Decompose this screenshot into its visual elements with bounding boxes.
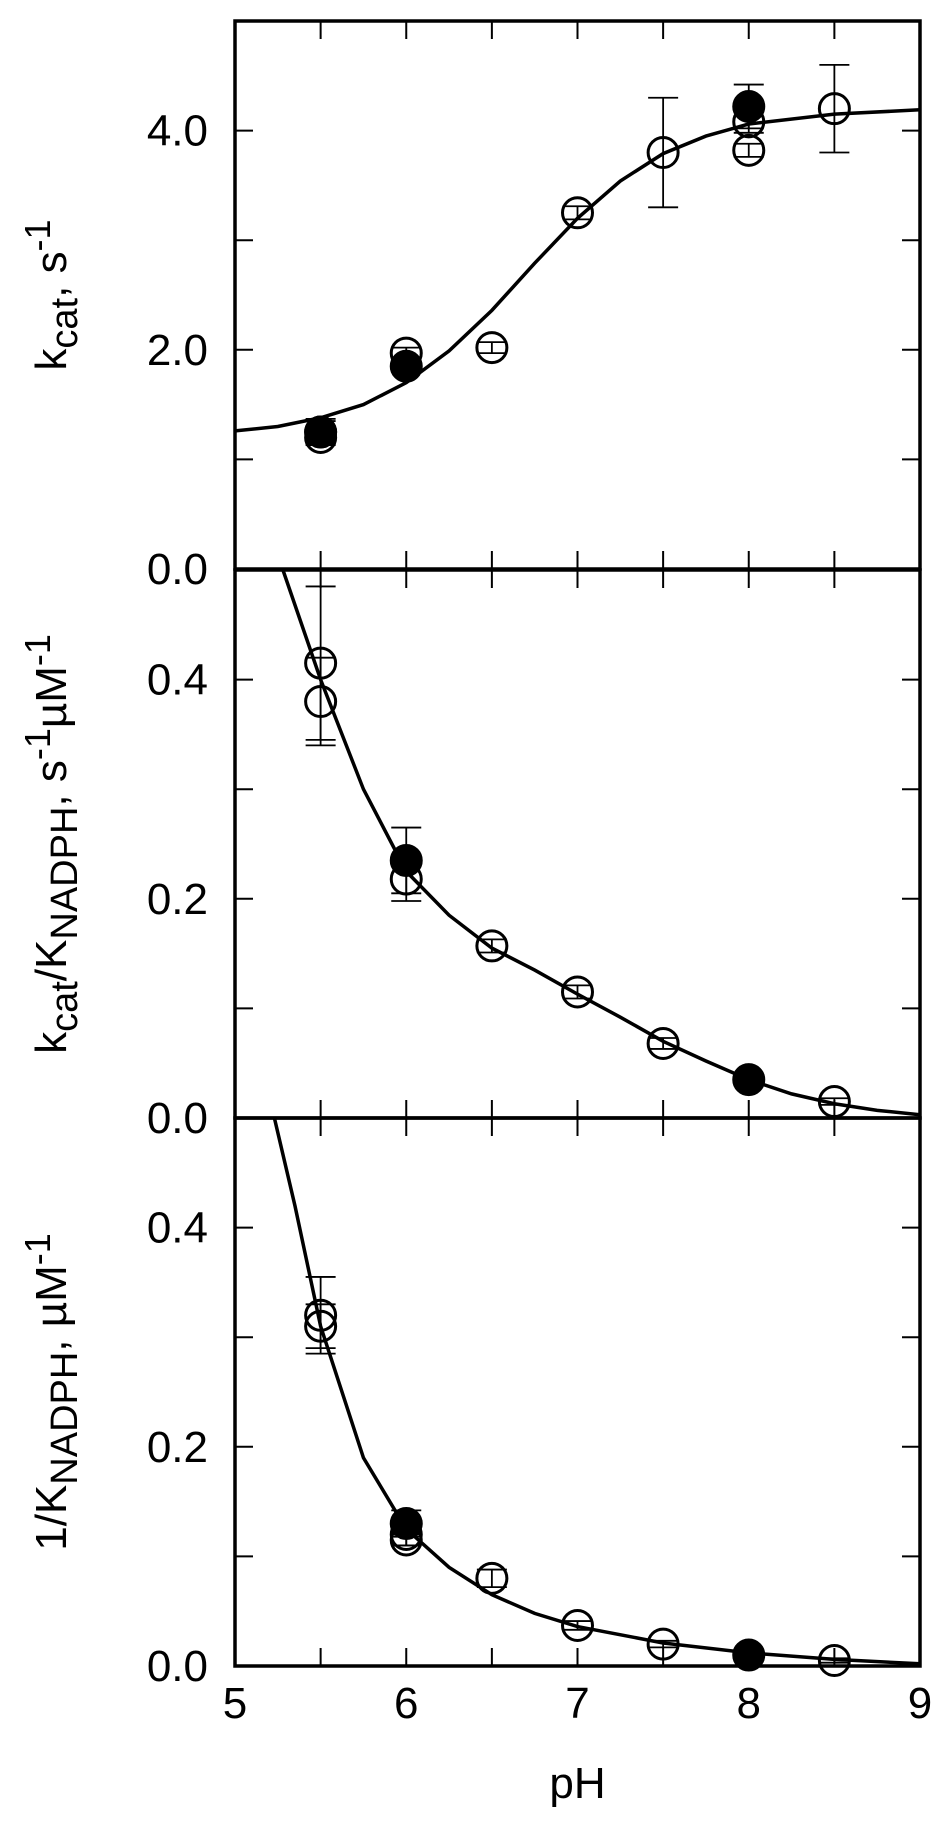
y-tick-label: 2.0 <box>147 326 208 375</box>
data-point <box>304 415 338 449</box>
data-point <box>475 1561 509 1595</box>
data-point <box>304 646 338 680</box>
y-label-part: , s <box>27 251 76 297</box>
data-point <box>646 1026 680 1060</box>
y-label-part: k <box>27 348 76 371</box>
x-tick-label: 9 <box>908 1679 932 1728</box>
y-tick-label: 0.0 <box>147 1094 208 1143</box>
lines <box>272 1118 920 1666</box>
x-tick-label: 6 <box>394 1679 418 1728</box>
data-point <box>817 1644 851 1678</box>
y-label-part: , s <box>27 760 76 806</box>
error-bar <box>476 341 507 354</box>
error-bar <box>562 1620 593 1631</box>
y-tick-label: 4.0 <box>147 107 208 156</box>
data-point <box>389 349 423 383</box>
x-tick-label: 7 <box>565 1679 589 1728</box>
y-tick-label: 0.4 <box>147 656 208 705</box>
y-tick-label: 0.2 <box>147 1423 208 1472</box>
lines <box>281 570 920 1117</box>
error-bar <box>305 656 336 747</box>
x-axis-label: pH <box>549 1759 605 1808</box>
frame <box>233 1116 922 1668</box>
data-point <box>732 1063 766 1097</box>
error-bar <box>819 1097 850 1106</box>
y-tick-label: 0.4 <box>147 1204 208 1253</box>
y-tick-label: 0.2 <box>147 875 208 924</box>
frame <box>233 19 922 571</box>
data-point <box>304 1309 338 1343</box>
fit-curve <box>235 108 920 433</box>
y-label-part: µM <box>27 666 76 728</box>
y-label-part: k <box>27 1031 76 1054</box>
y-axis-label: 1/KNADPH, µM-1 <box>17 1233 87 1551</box>
data-point <box>561 196 594 230</box>
y-label-part: 1/K <box>27 1485 76 1551</box>
data-point <box>646 1627 680 1661</box>
lines <box>235 108 920 433</box>
error-bar <box>476 938 507 954</box>
data-point <box>732 1638 766 1672</box>
y-label-part: -1 <box>17 728 58 760</box>
data-point <box>817 92 851 126</box>
error-bar <box>562 984 593 1000</box>
data-point <box>475 929 509 963</box>
data-point <box>389 843 423 877</box>
frame <box>233 568 922 1120</box>
y-label-part: , µM <box>27 1265 76 1351</box>
data-point <box>304 685 338 719</box>
y-label-part: cat <box>44 981 86 1032</box>
y-axis-label: kcat/KNADPH, s-1µM-1 <box>17 634 87 1054</box>
error-bar <box>648 1037 679 1050</box>
y-label-part: -1 <box>17 219 58 251</box>
error-bar <box>819 63 850 154</box>
y-tick-label: 0.0 <box>147 545 208 594</box>
data-point <box>561 975 594 1009</box>
y-label-part: -1 <box>17 634 58 666</box>
y-axis-label: kcat, s-1 <box>17 219 87 370</box>
data-point <box>732 89 766 123</box>
y-label-part: NADPH <box>44 807 86 940</box>
data-point <box>389 1507 423 1541</box>
y-tick-label: 0.0 <box>147 1642 208 1691</box>
fit-curve <box>281 570 920 1117</box>
error-bar <box>648 96 679 209</box>
x-tick-label: 5 <box>223 1679 247 1728</box>
data-point <box>304 1298 338 1332</box>
y-label-part: cat <box>44 297 86 348</box>
error-bar <box>819 1657 850 1664</box>
data-point <box>561 1608 594 1642</box>
y-label-part: -1 <box>17 1233 58 1265</box>
data-point <box>732 133 766 167</box>
error-bar <box>733 142 764 158</box>
error-bar <box>648 1639 679 1649</box>
panel: 0.0 2.0 4.0 kcat, s-1 <box>17 19 922 594</box>
x-tick-label: 8 <box>737 1679 761 1728</box>
y-label-part: NADPH <box>44 1352 86 1485</box>
y-label-part: /K <box>27 940 76 982</box>
error-bar <box>562 205 593 221</box>
data-point <box>646 136 680 170</box>
error-bar <box>476 1568 507 1588</box>
fit-curve <box>272 1118 920 1666</box>
panel: 0.0 0.2 0.4 5 6 7 8 9 pH 1/KNADPH, µM-1 <box>17 1116 932 1808</box>
data-point <box>475 331 509 365</box>
